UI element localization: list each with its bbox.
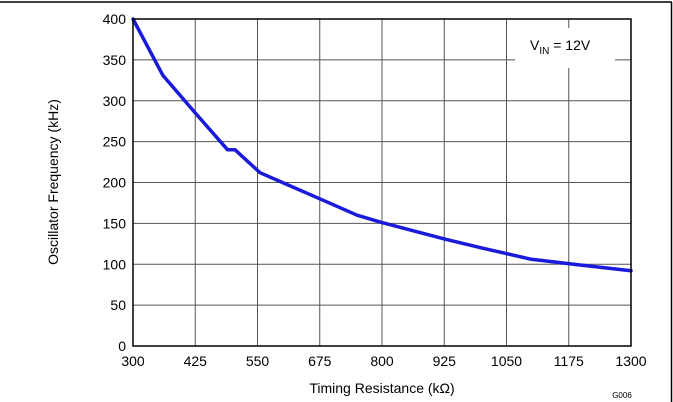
y-tick-label: 300 — [103, 93, 127, 109]
x-tick-label: 1050 — [491, 353, 522, 369]
figure-id: G006 — [612, 391, 632, 400]
y-tick-label: 0 — [118, 338, 126, 354]
plot-area-border — [132, 18, 632, 347]
y-tick-label: 150 — [103, 215, 127, 231]
series-group — [131, 17, 633, 273]
y-tick-label: 350 — [103, 52, 127, 68]
x-tick-label: 925 — [433, 353, 457, 369]
series-line — [131, 17, 633, 273]
y-tick-label: 250 — [103, 134, 127, 150]
x-tick-labels: 300 425 550 675 800 925 1050 1175 1300 — [121, 353, 646, 369]
x-axis-label: Timing Resistance (kΩ) — [309, 380, 454, 396]
annotation-base: V — [530, 37, 540, 53]
y-tick-label: 50 — [110, 297, 126, 313]
y-tick-label: 400 — [103, 11, 127, 27]
annotation-rest: = 12V — [549, 37, 591, 53]
grid — [133, 19, 631, 346]
x-tick-label: 1175 — [554, 353, 584, 369]
y-tick-labels: 0 50 100 150 200 250 300 350 400 — [103, 11, 127, 354]
x-tick-label: 1300 — [615, 353, 646, 369]
annotation-label: VIN = 12V — [530, 37, 591, 57]
x-tick-label: 800 — [370, 353, 394, 369]
y-tick-label: 200 — [103, 175, 127, 191]
x-tick-label: 300 — [121, 353, 145, 369]
x-tick-label: 550 — [246, 353, 270, 369]
x-tick-label: 425 — [184, 353, 208, 369]
y-axis-label: Oscillator Frequency (kHz) — [45, 99, 61, 265]
x-tick-label: 675 — [308, 353, 332, 369]
annotation-box — [515, 28, 615, 68]
y-tick-label: 100 — [103, 256, 127, 272]
annotation-sub: IN — [539, 46, 549, 57]
